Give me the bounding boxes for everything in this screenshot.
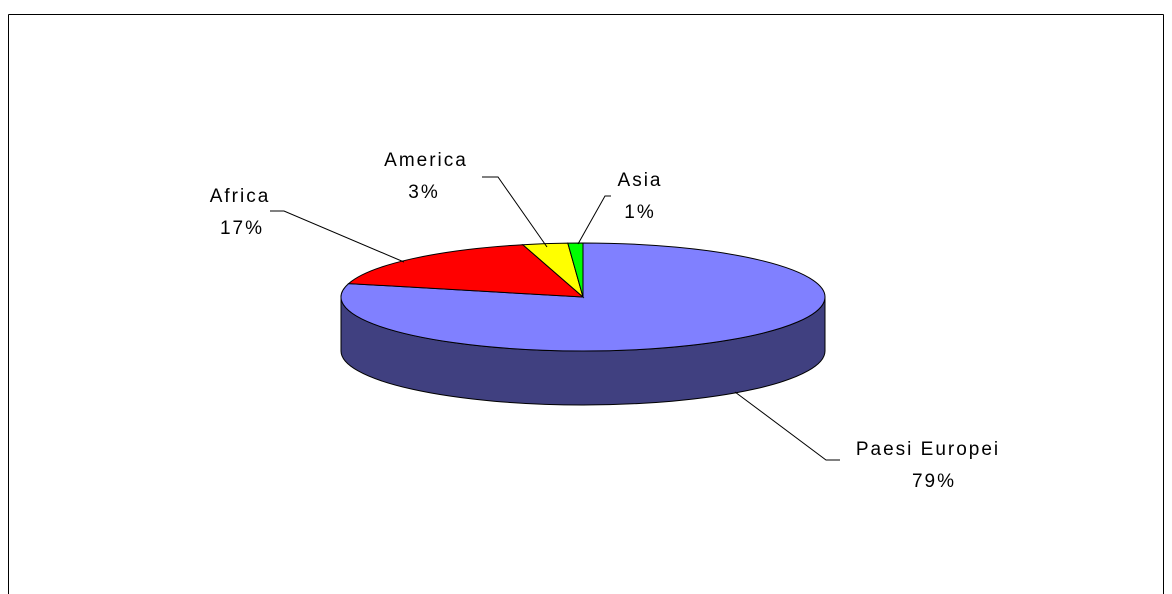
slice-percent-america: 3% — [408, 182, 439, 203]
slice-label-asia: Asia 1% — [618, 170, 663, 223]
slice-name-america: America — [384, 150, 468, 171]
slice-name-asia: Asia — [618, 170, 663, 191]
slice-percent-africa: 17% — [220, 218, 264, 239]
leader-line-africa — [270, 210, 405, 263]
pie-tops — [340, 242, 826, 352]
slice-label-africa: Africa 17% — [210, 186, 271, 239]
pie-leader-lines — [270, 176, 840, 461]
slice-name-africa: Africa — [210, 186, 271, 207]
slice-percent-paesi-europei: 79% — [912, 471, 956, 492]
leader-line-america — [482, 176, 548, 248]
slice-percent-asia: 1% — [624, 202, 655, 223]
leader-line-asia — [577, 195, 611, 245]
pie-slice-asia — [567, 242, 584, 298]
slice-label-america: America 3% — [384, 150, 468, 203]
slice-label-paesi-europei: Paesi Europei 79% — [856, 439, 1000, 492]
pie-slice-africa — [347, 244, 585, 298]
leader-line-paesi-europei — [734, 391, 840, 461]
slice-name-paesi-europei: Paesi Europei — [856, 439, 1000, 460]
